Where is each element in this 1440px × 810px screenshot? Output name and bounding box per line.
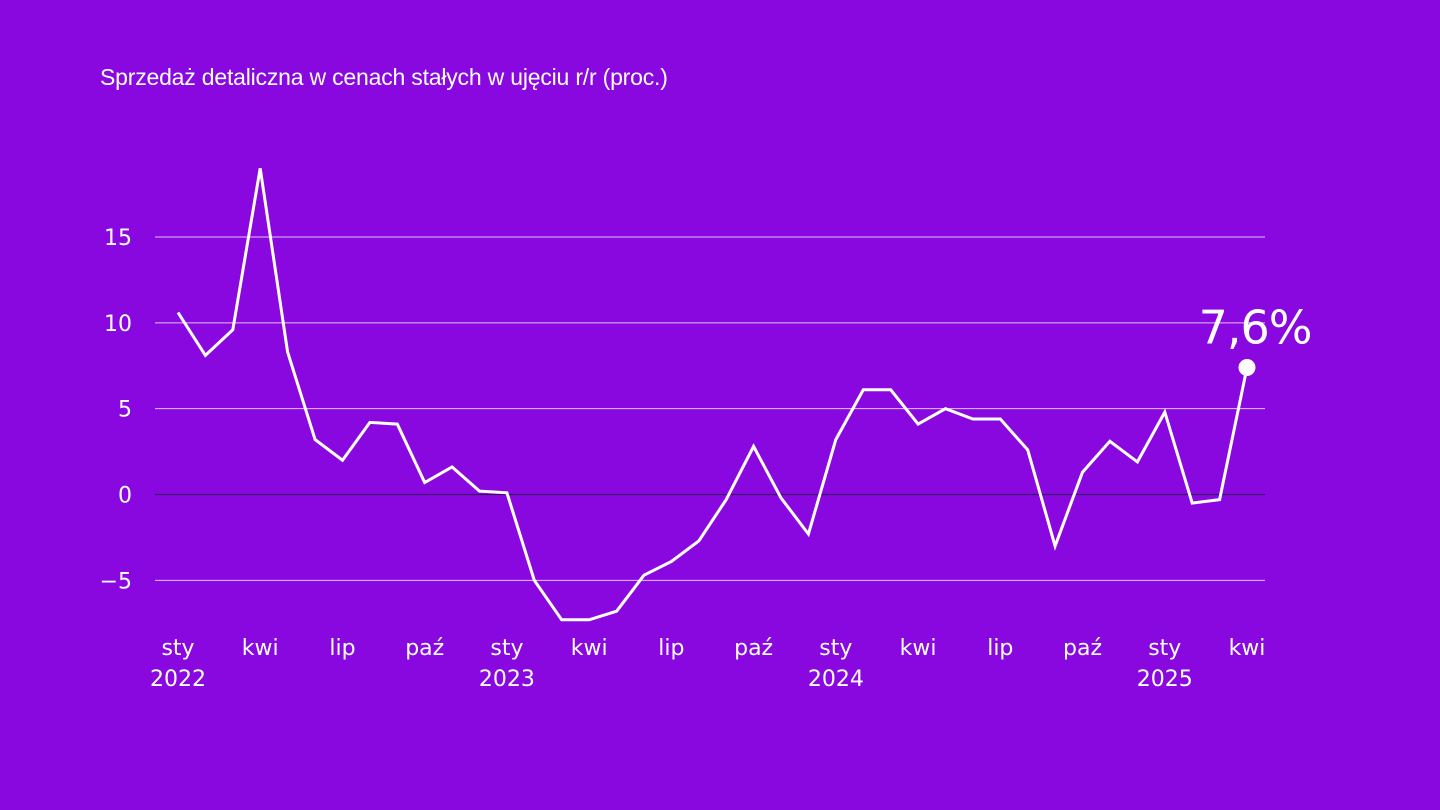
chart-title: Sprzedaż detaliczna w cenach stałych w u… (100, 64, 668, 90)
x-axis-ticks: sty 2022 kwi lip paź sty 2023 kwi lip paź sty 2024 k… (150, 636, 1265, 692)
x-tick-label: sty (819, 636, 852, 661)
x-tick-label: sty (161, 636, 194, 661)
y-tick-label: 15 (104, 226, 132, 251)
series-layer (176, 168, 1249, 622)
grid-lines (155, 236, 1265, 581)
x-tick-label: lip (987, 636, 1013, 661)
last-point-marker (1238, 358, 1256, 376)
x-tick-label: paź (734, 636, 773, 661)
x-tick-year-label: 2022 (150, 667, 206, 692)
x-tick-label: paź (1063, 636, 1102, 661)
x-tick-year-label: 2023 (479, 667, 535, 692)
y-tick-label: 0 (118, 484, 132, 509)
series-line (176, 168, 1249, 622)
y-tick-label: 5 (118, 398, 132, 423)
x-tick-year-label: 2025 (1137, 667, 1193, 692)
x-tick-year-label: 2024 (808, 667, 864, 692)
x-tick-label: kwi (900, 636, 937, 661)
latest-value-label: 7,6% (1199, 300, 1312, 354)
y-axis-ticks: −5 0 5 10 15 (100, 226, 132, 594)
x-tick-label: kwi (242, 636, 279, 661)
x-tick-label: kwi (571, 636, 608, 661)
x-tick-label: lip (658, 636, 684, 661)
x-tick-label: kwi (1229, 636, 1266, 661)
x-tick-label: sty (1148, 636, 1181, 661)
x-tick-label: paź (405, 636, 444, 661)
x-tick-label: sty (490, 636, 523, 661)
callout-layer: 7,6% (1199, 300, 1312, 376)
y-tick-label: 10 (104, 312, 132, 337)
x-tick-label: lip (329, 636, 355, 661)
y-tick-label: −5 (100, 569, 132, 594)
